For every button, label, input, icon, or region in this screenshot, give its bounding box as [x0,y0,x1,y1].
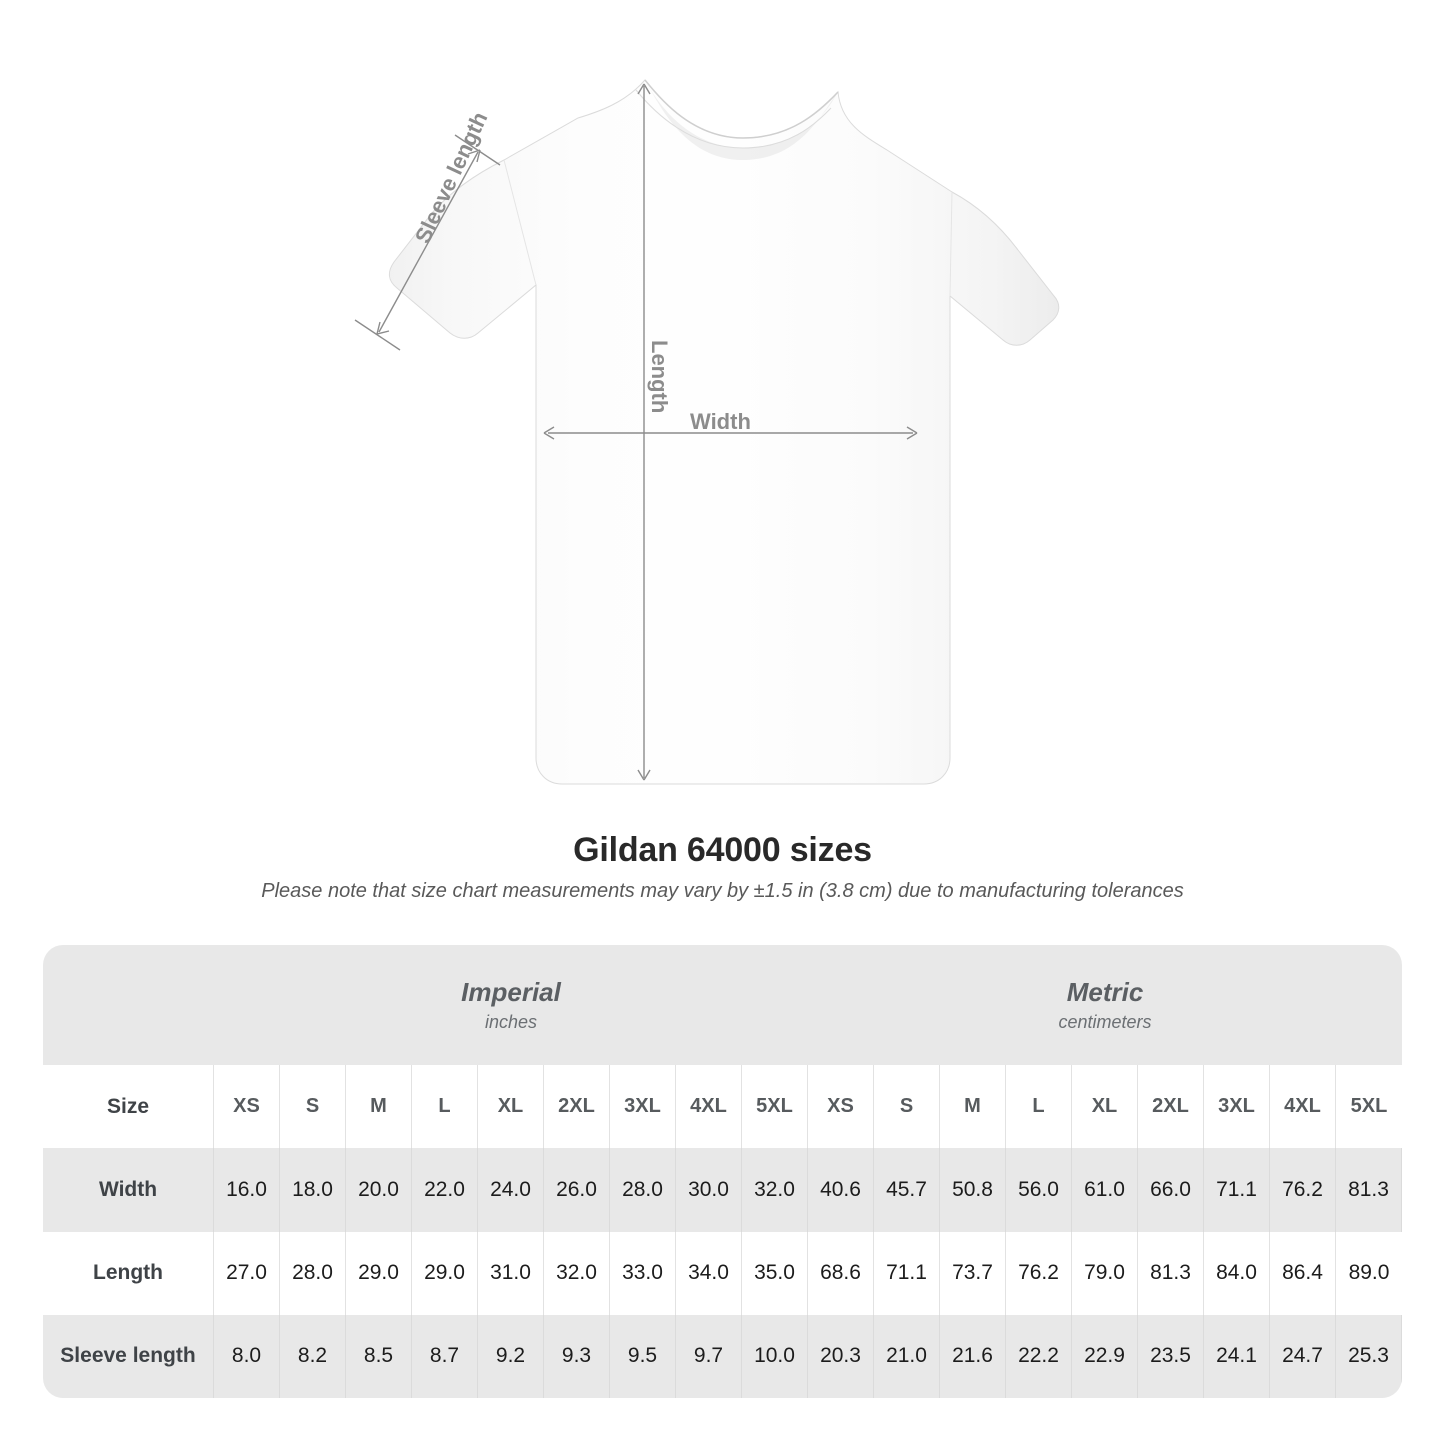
svg-text:Length: Length [647,340,672,413]
svg-text:Width: Width [690,409,751,434]
